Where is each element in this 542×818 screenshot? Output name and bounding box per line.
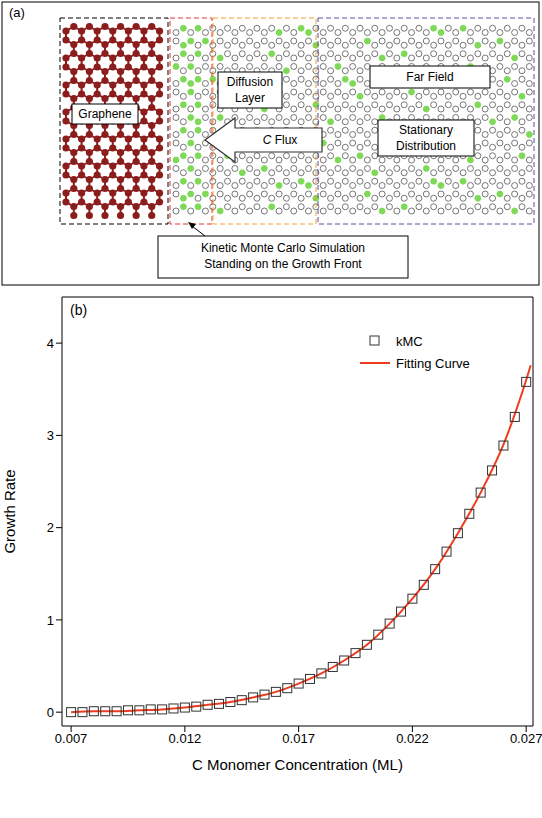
svg-text:Growth Rate: Growth Rate: [1, 469, 18, 553]
svg-text:Layer: Layer: [235, 91, 265, 105]
svg-text:3: 3: [47, 428, 54, 443]
svg-text:2: 2: [47, 520, 54, 535]
svg-text:Standing on the Growth Front: Standing on the Growth Front: [204, 257, 362, 271]
html-text:(b): (b): [70, 302, 88, 318]
svg-text:0: 0: [47, 705, 54, 720]
svg-text:0.027: 0.027: [510, 731, 542, 746]
svg-text:(a): (a): [9, 5, 25, 20]
svg-text:0.012: 0.012: [169, 731, 202, 746]
svg-text:Graphene: Graphene: [78, 107, 132, 121]
svg-text:0.017: 0.017: [282, 731, 315, 746]
svg-text:Distribution: Distribution: [396, 139, 456, 153]
svg-text:0.022: 0.022: [396, 731, 429, 746]
svg-text:Kinetic Monte Carlo Simulation: Kinetic Monte Carlo Simulation: [201, 241, 365, 255]
svg-text:C Monomer Concentration (ML): C Monomer Concentration (ML): [192, 756, 403, 773]
svg-text:Stationary: Stationary: [399, 123, 453, 137]
svg-text:Diffusion: Diffusion: [227, 75, 273, 89]
svg-text:1: 1: [47, 613, 54, 628]
html-text:Fitting Curve: Fitting Curve: [396, 355, 470, 371]
svg-text:4: 4: [47, 336, 54, 351]
svg-text:Far Field: Far Field: [406, 70, 453, 84]
html-text:kMC: kMC: [396, 333, 423, 349]
svg-text:C Flux: C Flux: [263, 133, 298, 147]
svg-text:0.007: 0.007: [55, 731, 88, 746]
